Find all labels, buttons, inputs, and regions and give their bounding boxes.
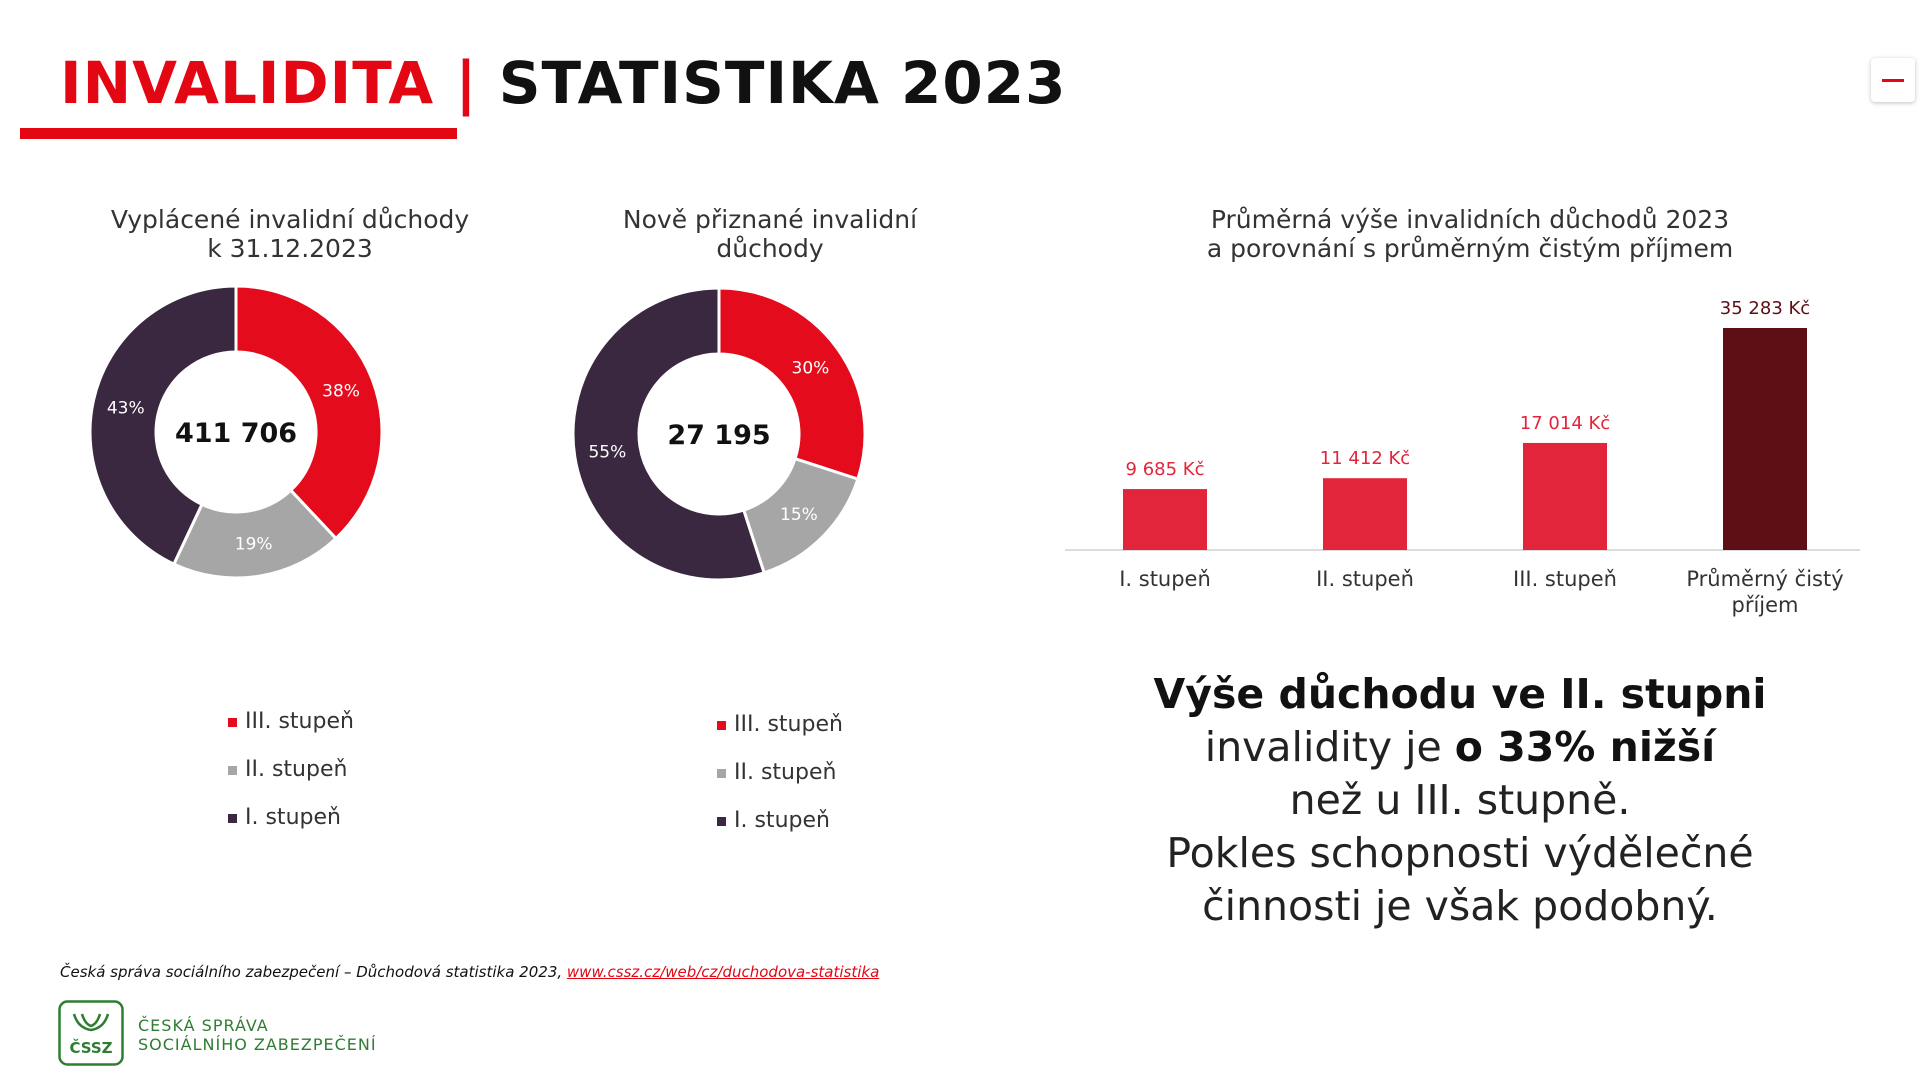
- callout-text: Výše důchodu ve II. stupni invalidity je…: [1080, 668, 1840, 933]
- donut-chart-new-pensions: 30% 15% 55% 27 195: [571, 286, 867, 582]
- donut1-title: Vyplácené invalidní důchody k 31.12.2023: [110, 205, 470, 263]
- legend-swatch: [228, 718, 237, 727]
- bar: [1123, 489, 1207, 550]
- callout-line5: činnosti je však podobný.: [1202, 882, 1718, 930]
- bar-chart-average-pension: 9 685 Kč I. stupeň 11 412 Kč II. stupeň 17 0…: [1065, 298, 1860, 617]
- leaf-icon: [72, 1013, 110, 1032]
- source-citation: Česká správa sociálního zabezpečení – Dů…: [60, 963, 880, 981]
- legend-label: I. stupeň: [734, 808, 830, 833]
- donut-slice: [88, 284, 238, 567]
- legend-item: III. stupeň: [717, 713, 843, 761]
- callout-line4: Pokles schopnosti výdělečné: [1166, 829, 1754, 877]
- donut-center-total: 27 195: [667, 420, 770, 451]
- bar: [1523, 442, 1607, 550]
- donut1-legend: III. stupeň II. stupeň I. stupeň: [228, 710, 354, 854]
- cssz-logo: ČSSZ: [58, 1000, 124, 1066]
- title-statistika: STATISTIKA 2023: [498, 49, 1067, 117]
- logo-text: ČESKÁ SPRÁVA SOCIÁLNÍHO ZABEZPEČENÍ: [138, 1016, 377, 1054]
- callout-line3: než u III. stupně.: [1289, 776, 1631, 824]
- slice-label: 55%: [588, 443, 626, 463]
- minimize-button[interactable]: [1871, 58, 1915, 102]
- slice-label: 38%: [322, 381, 360, 401]
- title-separator: |: [434, 49, 499, 117]
- bar-category-label: Průměrný čistý: [1686, 567, 1843, 591]
- slice-label: 19%: [235, 535, 273, 555]
- donut2-title: Nově přiznané invalidní důchody: [622, 205, 918, 263]
- bar-value-label: 17 014 Kč: [1520, 413, 1610, 434]
- legend-label: III. stupeň: [734, 712, 843, 737]
- bar-category-label: III. stupeň: [1513, 567, 1617, 591]
- legend-label: II. stupeň: [734, 760, 837, 785]
- bar-value-label: 9 685 Kč: [1126, 459, 1205, 480]
- bar-value-label: 11 412 Kč: [1320, 448, 1410, 469]
- legend-item: I. stupeň: [717, 809, 843, 857]
- slice-label: 15%: [780, 505, 818, 525]
- legend-swatch: [717, 721, 726, 730]
- legend-item: I. stupeň: [228, 806, 354, 854]
- legend-swatch: [717, 769, 726, 778]
- callout-line2: invalidity je o 33% nižší: [1204, 723, 1716, 771]
- callout-line1: Výše důchodu ve II. stupni: [1153, 670, 1767, 718]
- donut-slice: [171, 488, 339, 580]
- donut2-legend: III. stupeň II. stupeň I. stupeň: [717, 713, 843, 857]
- donut-slice: [717, 286, 867, 482]
- donut-center-total: 411 706: [175, 418, 297, 449]
- legend-item: II. stupeň: [717, 761, 843, 809]
- donut-chart-paid-pensions: 38% 19% 43% 411 706: [88, 284, 384, 580]
- donut-slice: [571, 286, 767, 582]
- legend-swatch: [228, 766, 237, 775]
- callout-highlight: o 33% nižší: [1454, 723, 1716, 771]
- bar-category-label: II. stupeň: [1316, 567, 1414, 591]
- donut-slice: [234, 284, 384, 541]
- title-invalidita: INVALIDITA: [60, 49, 435, 117]
- logo-abbr: ČSSZ: [69, 1038, 112, 1057]
- legend-label: II. stupeň: [245, 757, 348, 782]
- page-title: INVALIDITA | STATISTIKA 2023: [60, 48, 1066, 118]
- bar-value-label: 35 283 Kč: [1720, 298, 1810, 319]
- legend-item: III. stupeň: [228, 710, 354, 758]
- legend-swatch: [717, 817, 726, 826]
- bar: [1723, 328, 1807, 550]
- source-link[interactable]: www.cssz.cz/web/cz/duchodova-statistika: [566, 963, 880, 981]
- slice-label: 43%: [107, 398, 145, 418]
- bar-category-label: I. stupeň: [1119, 567, 1211, 591]
- bar: [1323, 478, 1407, 550]
- leaf-inner-icon: [80, 1013, 102, 1028]
- bar-chart-title: Průměrná výše invalidních důchodů 2023 a…: [1206, 205, 1734, 263]
- slice-label: 30%: [792, 359, 830, 379]
- bar-category-label-line2: příjem: [1731, 593, 1798, 617]
- legend-swatch: [228, 814, 237, 823]
- legend-label: III. stupeň: [245, 709, 354, 734]
- legend-item: II. stupeň: [228, 758, 354, 806]
- title-underline: [20, 128, 457, 139]
- legend-label: I. stupeň: [245, 805, 341, 830]
